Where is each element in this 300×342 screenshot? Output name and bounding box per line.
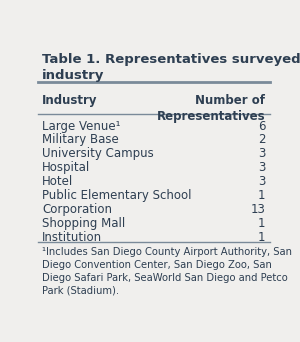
Text: 1: 1 (258, 189, 266, 202)
Text: 6: 6 (258, 119, 266, 132)
Text: Table 1. Representatives surveyed per
industry: Table 1. Representatives surveyed per in… (42, 53, 300, 82)
Text: 1: 1 (258, 231, 266, 244)
Text: Corporation: Corporation (42, 203, 112, 216)
Text: Shopping Mall: Shopping Mall (42, 217, 125, 230)
Text: Hotel: Hotel (42, 175, 74, 188)
Text: Military Base: Military Base (42, 133, 119, 146)
Text: Hospital: Hospital (42, 161, 90, 174)
Text: 13: 13 (250, 203, 266, 216)
Text: University Campus: University Campus (42, 147, 154, 160)
Text: 3: 3 (258, 147, 266, 160)
Text: ¹Includes San Diego County Airport Authority, San Diego Convention Center, San D: ¹Includes San Diego County Airport Autho… (42, 247, 292, 295)
Text: Large Venue¹: Large Venue¹ (42, 119, 121, 132)
Text: Institution: Institution (42, 231, 102, 244)
Text: 1: 1 (258, 217, 266, 230)
Text: 3: 3 (258, 161, 266, 174)
Text: Public Elementary School: Public Elementary School (42, 189, 192, 202)
Text: 3: 3 (258, 175, 266, 188)
Text: Number of
Representatives: Number of Representatives (157, 94, 266, 123)
Text: 2: 2 (258, 133, 266, 146)
Text: Industry: Industry (42, 94, 98, 107)
